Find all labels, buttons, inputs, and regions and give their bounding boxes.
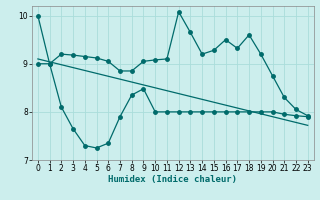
X-axis label: Humidex (Indice chaleur): Humidex (Indice chaleur) [108,175,237,184]
